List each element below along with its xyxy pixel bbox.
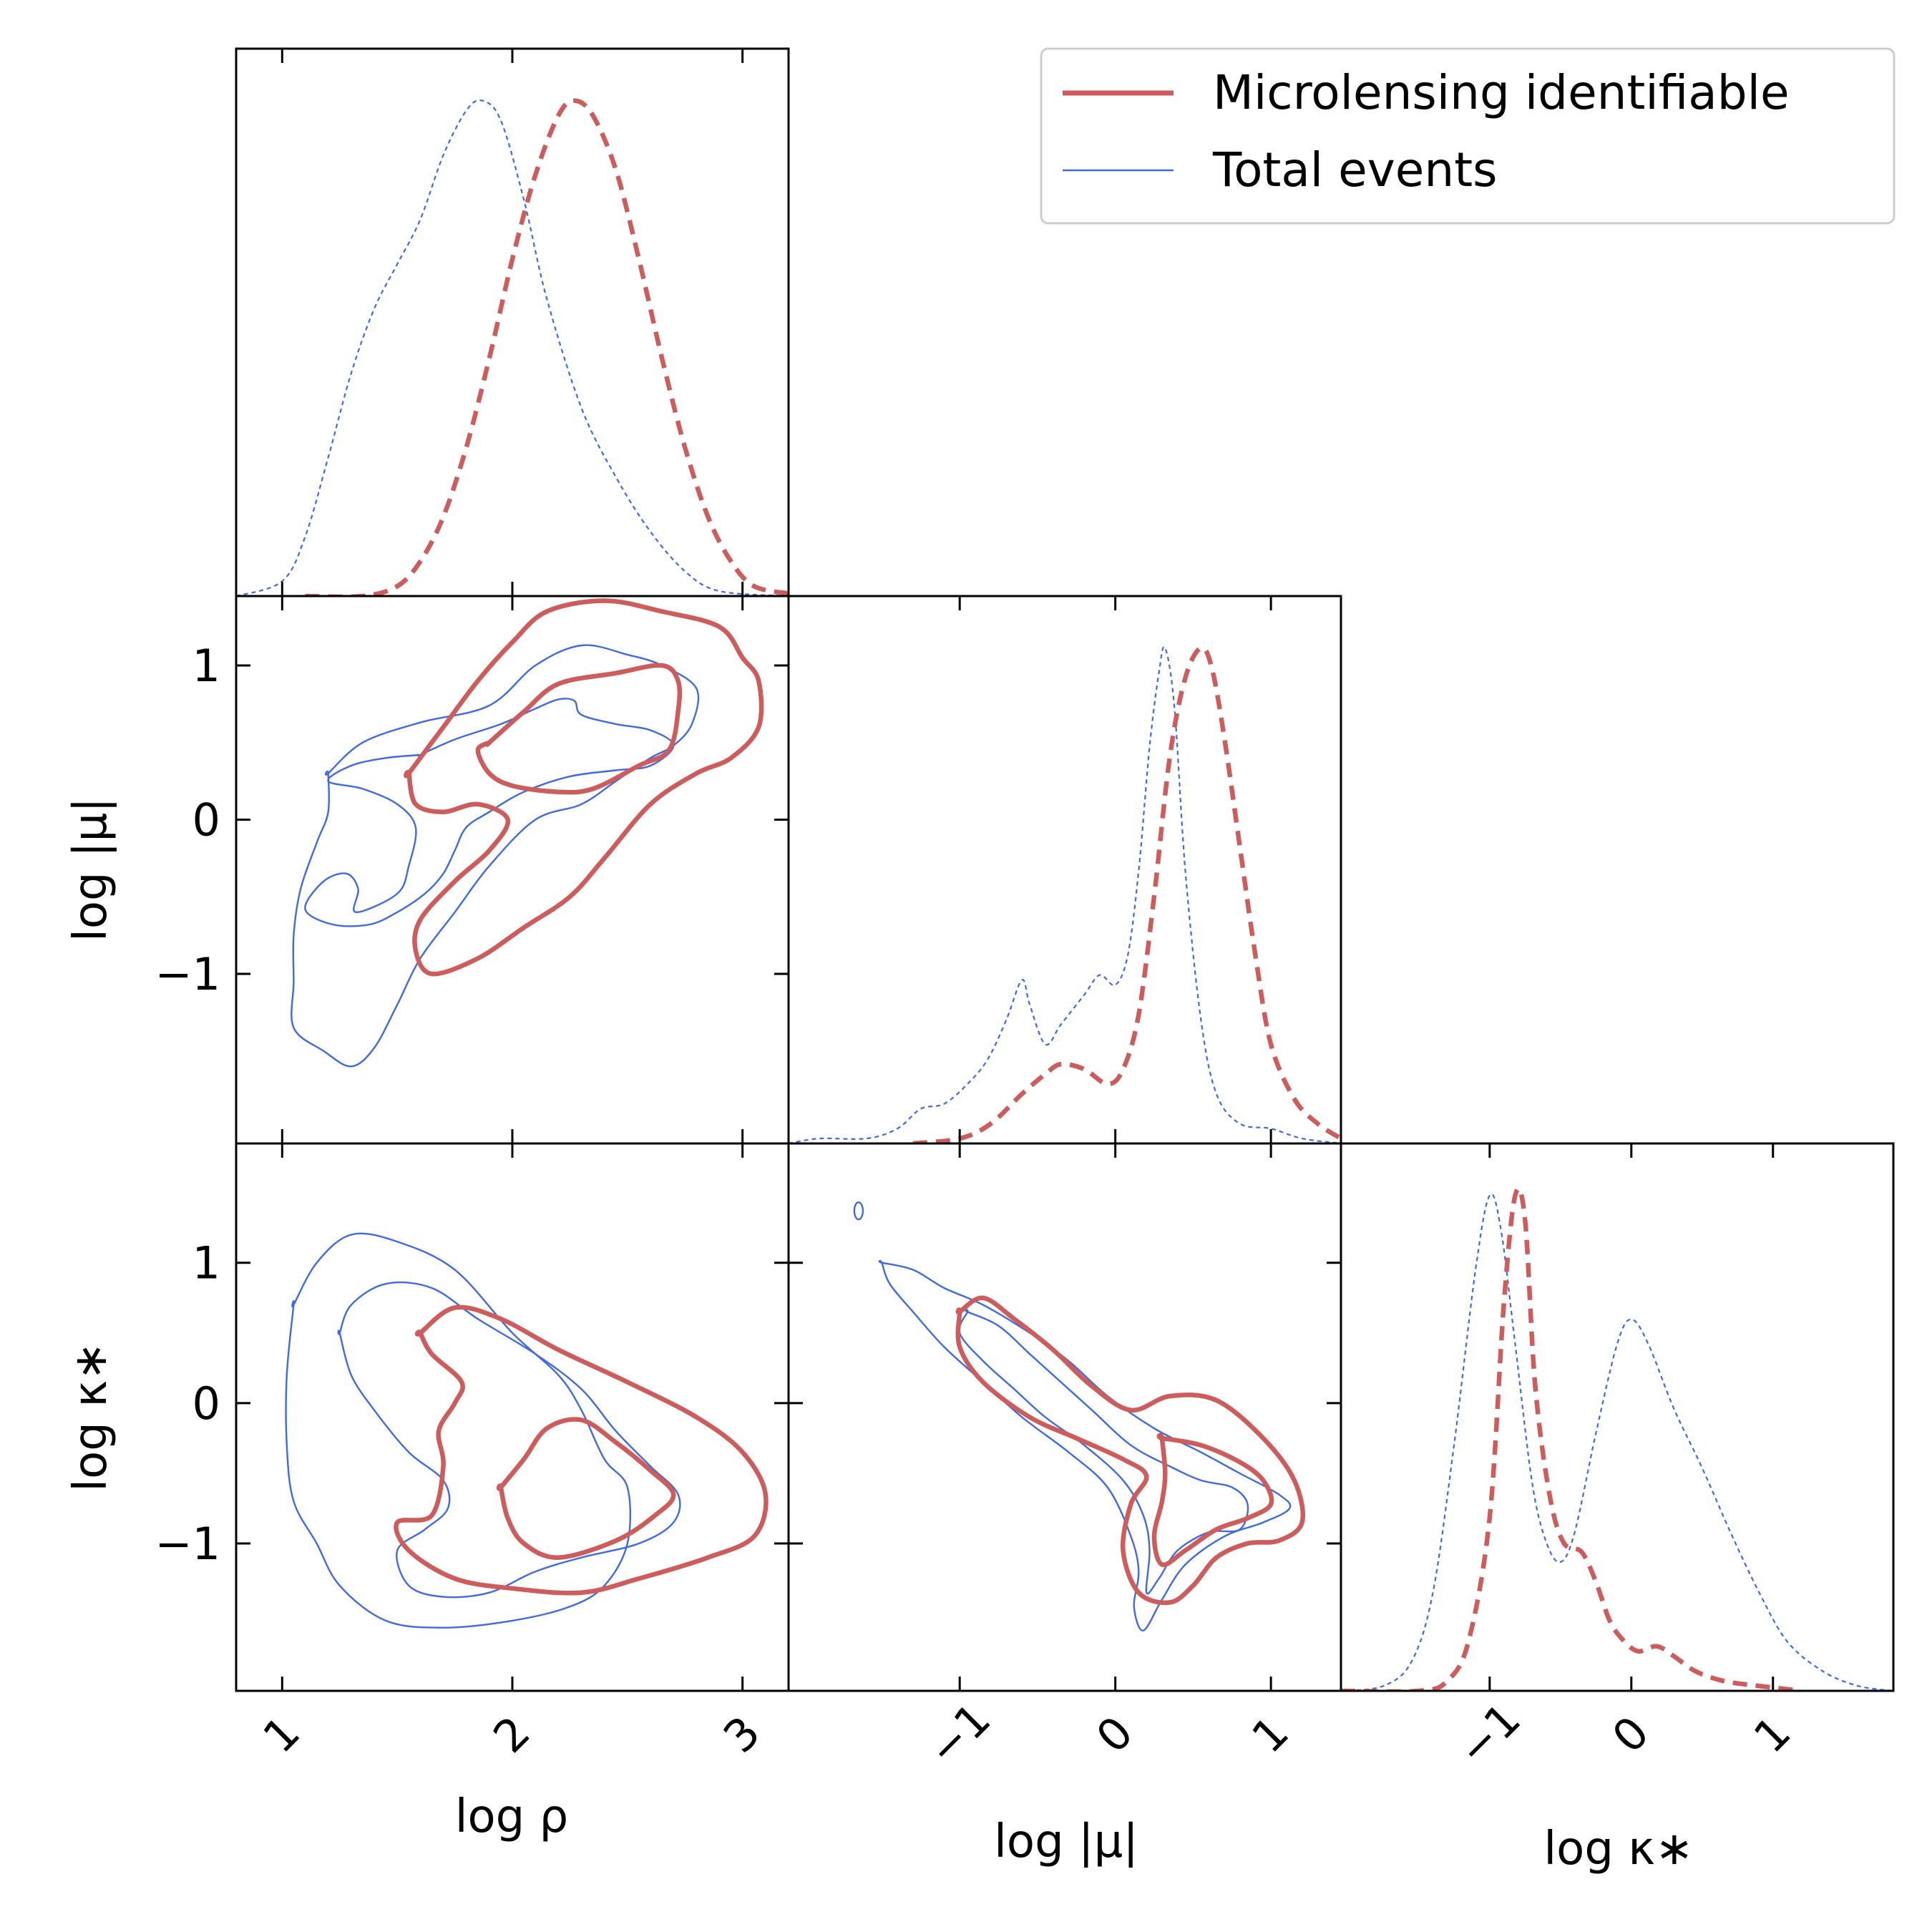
ytick-label-kappa: 1 <box>192 1237 220 1289</box>
yaxis-label-mu: log |μ| <box>64 797 117 942</box>
contour-kappa-vs-rho-total-outer <box>285 1232 632 1629</box>
panel-frame-kappa-mu <box>787 1142 1342 1692</box>
marginal-rho-total-curve <box>236 99 789 596</box>
contour-kappa-vs-rho-total-inner <box>337 1281 681 1599</box>
ytick-label-mu: 1 <box>192 640 220 692</box>
contour-mu-vs-rho-identifiable-outer <box>404 598 764 977</box>
xaxis-label-mu: log |μ| <box>994 1815 1138 1868</box>
contour-kappa-vs-mu-identifiable-outer <box>955 1295 1305 1606</box>
ytick-label-kappa: −1 <box>155 1518 220 1570</box>
xaxis-label-rho: log ρ <box>455 1790 569 1843</box>
panel-frame-mu-mu <box>787 595 1342 1145</box>
contour-kappa-vs-mu-total-island <box>853 1201 864 1221</box>
marginal-kappa-total-curve <box>1341 1193 1893 1691</box>
xtick-label-mu: 0 <box>1086 1706 1143 1763</box>
xtick-label-kappa: 0 <box>1602 1706 1659 1763</box>
contour-mu-vs-rho-total-inner <box>304 698 675 927</box>
xtick-label-kappa: −1 <box>1448 1693 1531 1776</box>
contour-kappa-vs-rho-identifiable-inner <box>496 1417 676 1560</box>
legend-label-identifiable: Microlensing identifiable <box>1213 65 1790 120</box>
marginal-kappa <box>1341 1186 1893 1691</box>
panel-frame-mu-rho <box>235 595 790 1145</box>
legend: Microlensing identifiable Total events <box>1040 47 1896 225</box>
marginal-kappa-identifiable-curve <box>1341 1186 1802 1691</box>
xtick-label-rho: 1 <box>253 1706 311 1763</box>
panel-frame-kappa-kappa <box>1340 1142 1895 1692</box>
contour-mu-vs-rho-identifiable-inner <box>475 663 683 795</box>
xtick-label-rho: 3 <box>713 1706 771 1763</box>
contour-kappa-vs-mu-total-inner <box>958 1309 1249 1595</box>
panels: −1 0 1 1 2 3 −1 0 1 −1 0 1 −1 0 1 log ρ log |μ| log κ∗ log… <box>64 47 1895 1875</box>
xtick-label-kappa: 1 <box>1744 1706 1801 1763</box>
marginal-mu-identifiable-curve <box>912 645 1341 1143</box>
xtick-label-rho: 2 <box>483 1706 540 1763</box>
legend-label-total: Total events <box>1212 142 1497 197</box>
legend-box <box>1040 47 1896 225</box>
ytick-label-mu: 0 <box>192 794 220 846</box>
panel-frame-kappa-rho <box>235 1142 790 1692</box>
ytick-label-kappa: 0 <box>192 1377 220 1430</box>
ytick-label-mu: −1 <box>155 948 220 1000</box>
marginal-mu-total-curve <box>789 645 1341 1143</box>
xaxis-label-kappa: log κ∗ <box>1543 1823 1693 1875</box>
xtick-label-mu: 1 <box>1241 1706 1299 1763</box>
marginal-mu <box>789 645 1341 1143</box>
contour-kappa-vs-rho-identifiable-outer <box>394 1304 769 1596</box>
marginal-rho-identifiable-curve <box>305 98 789 596</box>
contour-kappa-vs-mu-identifiable-inner <box>1151 1433 1274 1568</box>
contour-mu-vs-rho-total-outer <box>291 644 700 1068</box>
marginal-rho <box>236 98 789 596</box>
yaxis-label-kappa: log κ∗ <box>64 1342 117 1491</box>
xtick-label-mu: −1 <box>917 1693 1000 1776</box>
